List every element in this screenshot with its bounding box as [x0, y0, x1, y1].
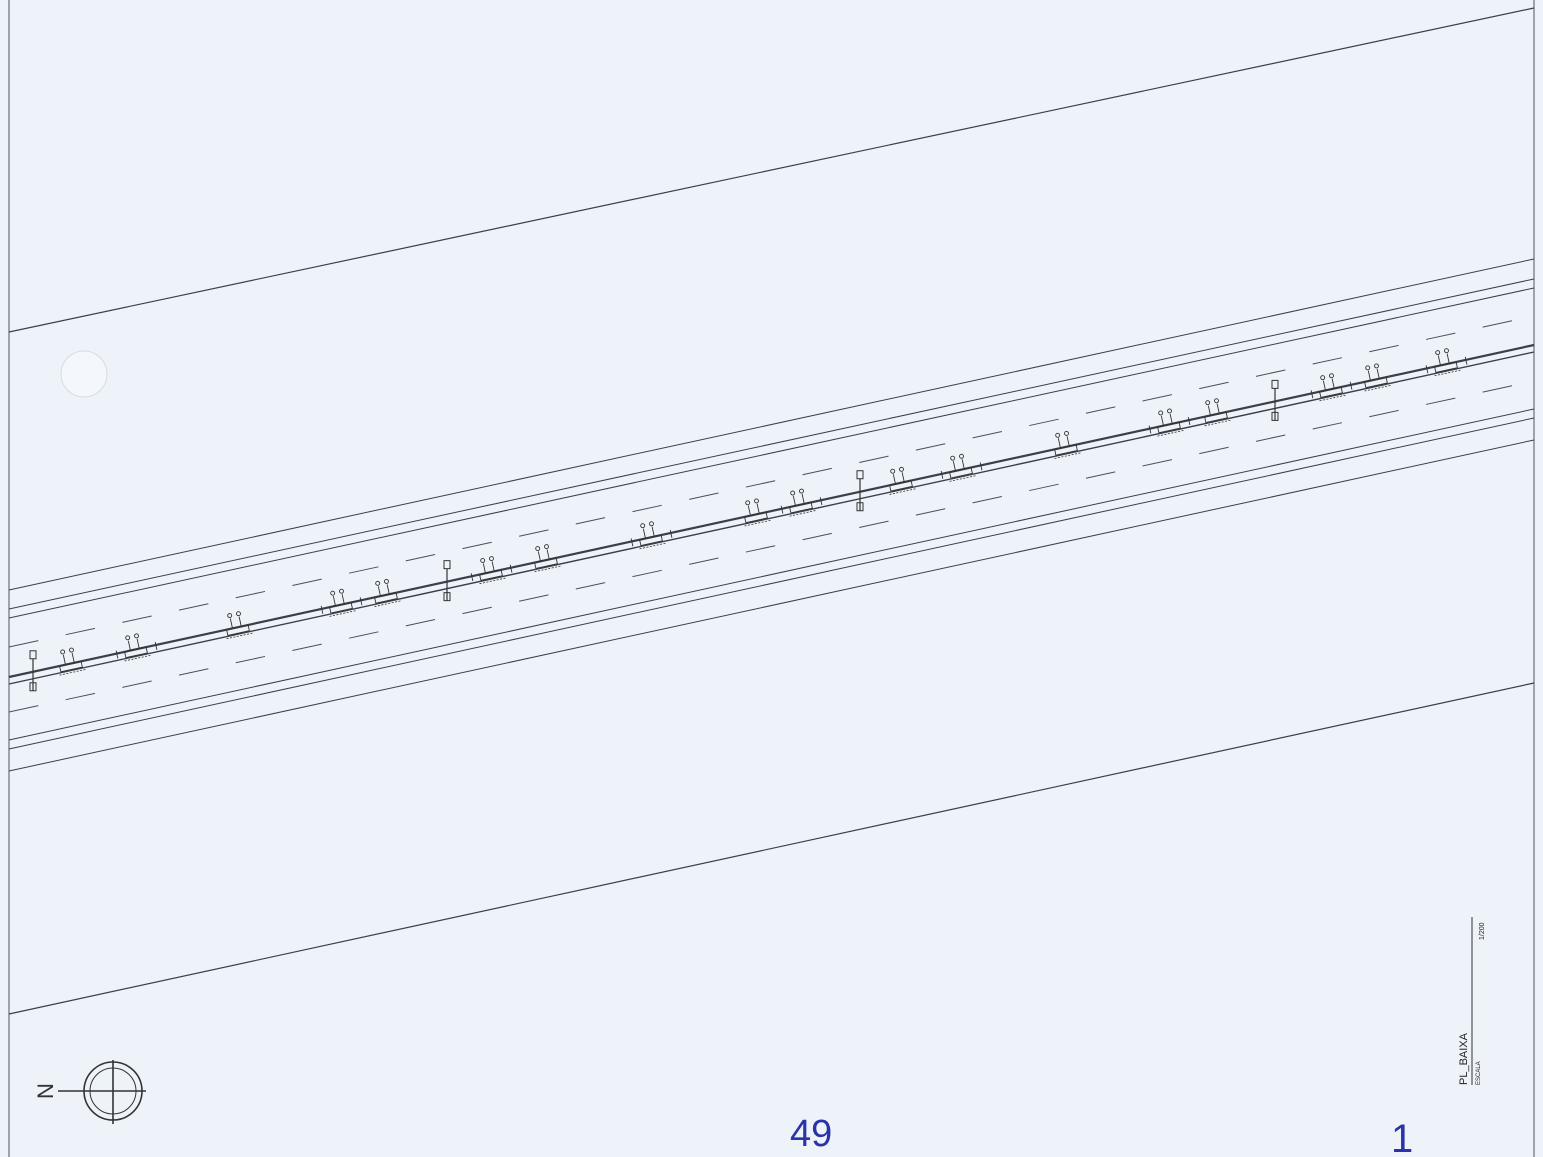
- pole-marker: [29, 650, 37, 692]
- upper-road-edge: [8, 7, 1535, 333]
- pole-marker: [1271, 379, 1279, 421]
- fixture-symbol: [1148, 408, 1191, 437]
- fixture-symbol: [1204, 398, 1232, 427]
- lower-sidewalk-line-2: [8, 417, 1535, 750]
- pole-marker: [856, 470, 864, 512]
- fixture-symbol: [1054, 430, 1082, 459]
- lower-sidewalk-line-3: [8, 439, 1535, 772]
- lower-lane-dashed-line: [8, 380, 1535, 713]
- lower-road-edge: [8, 682, 1535, 1015]
- north-arrow-icon: [58, 1060, 146, 1124]
- fixture-symbol: [940, 453, 983, 482]
- drawing-name: PL_BAIXA: [1458, 1032, 1470, 1085]
- fixture-symbol: [1310, 373, 1353, 402]
- handwritten-page-number: 49: [790, 1113, 832, 1155]
- upper-sidewalk-line-3: [8, 287, 1535, 619]
- fixture-symbol: [1425, 348, 1468, 377]
- upper-lane-dashed-line: [8, 315, 1535, 648]
- centre-line-b: [8, 351, 1535, 685]
- centre-line-equipment: [29, 348, 1468, 692]
- handwritten-mark: 1: [1391, 1117, 1413, 1157]
- sheet-border: [8, 0, 1535, 1157]
- fixture-symbol: [1364, 363, 1392, 392]
- upper-sidewalk-line-2: [8, 278, 1535, 610]
- fixture-symbol: [59, 647, 87, 676]
- north-arrow-label: N: [33, 1083, 58, 1099]
- punch-hole: [60, 350, 108, 398]
- upper-sidewalk-line-1: [8, 258, 1535, 591]
- lower-sidewalk-line-1: [8, 408, 1535, 741]
- centre-line-a: [8, 343, 1535, 679]
- scale-label: ESCALA: [1476, 1061, 1482, 1085]
- fixture-symbol: [320, 588, 363, 617]
- scale-value: 1/200: [1479, 922, 1486, 940]
- pole-marker: [443, 560, 451, 602]
